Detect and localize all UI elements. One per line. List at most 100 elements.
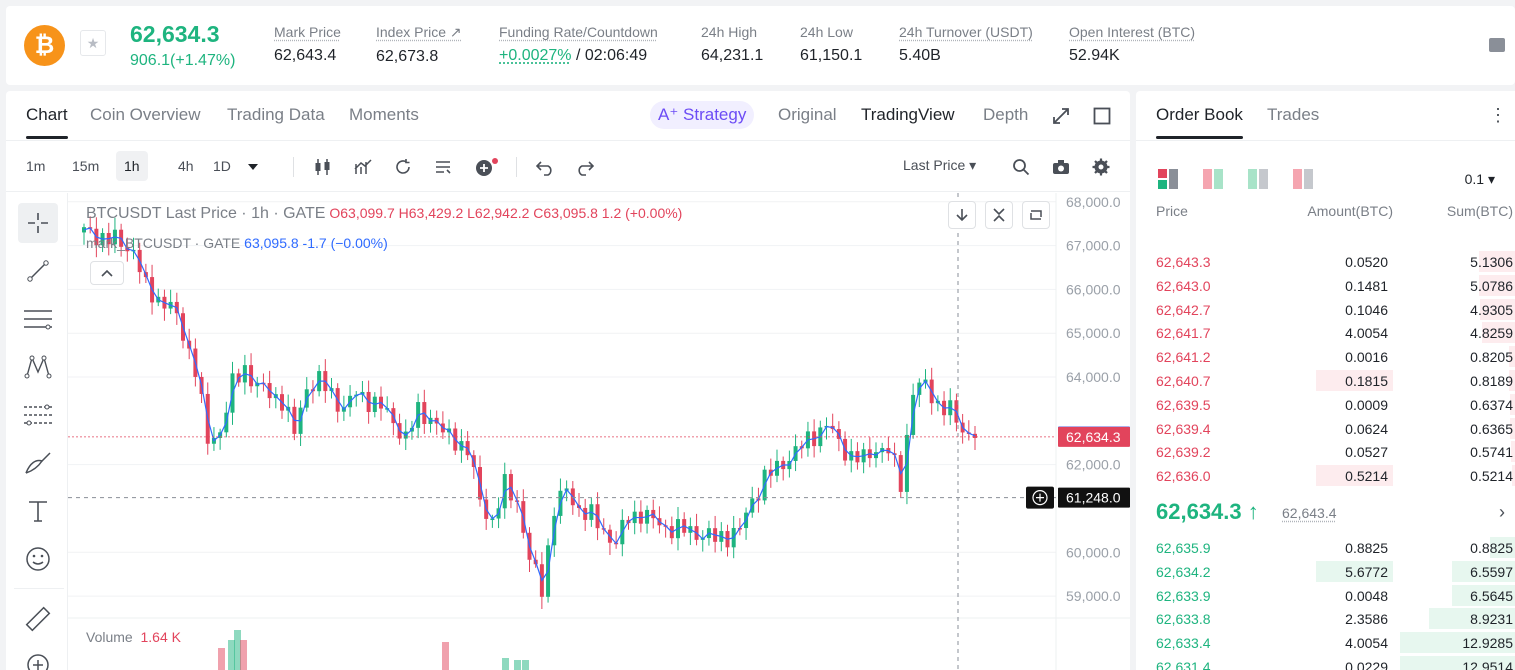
- row-sum: 0.5214: [1470, 468, 1513, 485]
- tab-moments[interactable]: Moments: [349, 105, 419, 124]
- view-original[interactable]: Original: [778, 105, 837, 124]
- strategy-button[interactable]: A⁺ Strategy: [650, 101, 755, 129]
- stat-label[interactable]: Open Interest (BTC): [1069, 24, 1196, 40]
- row-price[interactable]: 62,641.2: [1156, 349, 1211, 366]
- stat-label[interactable]: 24h Turnover (USDT): [899, 24, 1033, 40]
- stat-value: 62,643.4: [274, 47, 337, 64]
- stat-label[interactable]: Index Price ↗: [376, 24, 462, 40]
- fib-retracement-icon[interactable]: [18, 395, 58, 435]
- timeframe-1h[interactable]: 1h: [116, 151, 148, 181]
- undo-icon[interactable]: [536, 160, 554, 176]
- view-both-icon[interactable]: [1158, 169, 1178, 189]
- order-book-row[interactable]: 62,642.7 0.1046 4.9305: [1136, 298, 1515, 322]
- camera-icon[interactable]: [1052, 158, 1070, 176]
- collapse-legend-button[interactable]: [90, 261, 124, 285]
- row-price[interactable]: 62,639.2: [1156, 444, 1211, 461]
- scroll-to-latest-button[interactable]: [948, 201, 976, 229]
- row-price[interactable]: 62,643.0: [1156, 277, 1211, 294]
- tab-order-book[interactable]: Order Book: [1156, 105, 1243, 139]
- template-icon[interactable]: [434, 158, 452, 176]
- view-asks-icon[interactable]: [1293, 169, 1313, 189]
- favorite-star-icon[interactable]: ★: [80, 30, 106, 56]
- row-price[interactable]: 62,639.5: [1156, 396, 1211, 413]
- timeframe-1m[interactable]: 1m: [26, 158, 46, 174]
- more-options-icon[interactable]: ⋮: [1489, 105, 1507, 125]
- auto-scale-button[interactable]: [985, 201, 1013, 229]
- tab-chart[interactable]: Chart: [26, 105, 68, 139]
- order-book-row[interactable]: 62,631.4 0.0229 12.9514: [1136, 655, 1515, 670]
- timeframe-15m[interactable]: 15m: [72, 158, 100, 174]
- fullscreen-icon[interactable]: [1052, 107, 1070, 125]
- row-sum: 0.8189: [1470, 373, 1513, 389]
- order-book-row[interactable]: 62,639.5 0.0009 0.6374: [1136, 393, 1515, 417]
- view-depth[interactable]: Depth: [983, 105, 1029, 124]
- stat-label[interactable]: Funding Rate/Countdown: [499, 24, 658, 40]
- row-price[interactable]: 62,639.4: [1156, 420, 1211, 437]
- text-tool-icon[interactable]: [18, 491, 58, 531]
- ruler-icon[interactable]: [18, 599, 58, 639]
- order-book-row[interactable]: 62,633.9 0.0048 6.5645: [1136, 584, 1515, 608]
- order-book-row[interactable]: 62,640.7 0.1815 0.8189: [1136, 369, 1515, 393]
- order-book-row[interactable]: 62,635.9 0.8825 0.8825: [1136, 536, 1515, 560]
- order-book-row[interactable]: 62,643.3 0.0520 5.1306: [1136, 250, 1515, 274]
- chevron-right-icon[interactable]: ›: [1499, 502, 1505, 522]
- book-icon[interactable]: [1489, 38, 1505, 52]
- brush-icon[interactable]: [18, 443, 58, 483]
- row-price[interactable]: 62,633.9: [1156, 587, 1211, 604]
- order-book-row[interactable]: 62,641.2 0.0016 0.8205: [1136, 345, 1515, 369]
- reset-chart-button[interactable]: [1022, 201, 1050, 229]
- order-book-row[interactable]: 62,639.2 0.0527 0.5741: [1136, 440, 1515, 464]
- emoji-icon[interactable]: [18, 539, 58, 579]
- view-bids-icon[interactable]: [1248, 169, 1268, 189]
- stat-value: 64,231.1: [701, 47, 764, 64]
- tab-coin-overview[interactable]: Coin Overview: [90, 105, 201, 124]
- view-tradingview[interactable]: TradingView: [861, 105, 955, 124]
- search-icon[interactable]: [1012, 158, 1030, 176]
- price-chart[interactable]: 68,000.0 67,000.0 66,000.0 65,000.0 64,000.0…: [68, 193, 1130, 670]
- timeframe-dropdown-icon[interactable]: [247, 162, 259, 172]
- timeframe-4h[interactable]: 4h: [178, 158, 194, 174]
- pattern-icon[interactable]: [18, 347, 58, 387]
- chart-canvas[interactable]: 68,000.0 67,000.0 66,000.0 65,000.0 64,000.0…: [68, 193, 1130, 670]
- order-book-row[interactable]: 62,641.7 4.0054 4.8259: [1136, 321, 1515, 345]
- tab-trades[interactable]: Trades: [1267, 105, 1320, 124]
- tab-trading-data[interactable]: Trading Data: [227, 105, 325, 124]
- market-header: ₿ ★ 62,634.3 906.1(+1.47%) Mark Price 62…: [6, 6, 1515, 85]
- zoom-in-icon[interactable]: [18, 645, 58, 670]
- row-price[interactable]: 62,633.8: [1156, 611, 1211, 628]
- order-book-tabs: Order Book Trades ⋮: [1136, 91, 1515, 141]
- timeframe-1d[interactable]: 1D: [213, 158, 231, 174]
- row-price[interactable]: 62,635.9: [1156, 540, 1211, 556]
- refresh-icon[interactable]: [394, 158, 412, 176]
- order-book-panel: Order Book Trades ⋮ 0.1 ▾ Price Amount(B…: [1136, 91, 1515, 670]
- order-book-row[interactable]: 62,633.8 2.3586 8.9231: [1136, 607, 1515, 631]
- row-price[interactable]: 62,633.4: [1156, 635, 1211, 652]
- crosshair-icon[interactable]: [18, 203, 58, 243]
- window-icon[interactable]: [1093, 107, 1111, 125]
- order-book-row[interactable]: 62,636.0 0.5214 0.5214: [1136, 464, 1515, 488]
- row-amount: 0.8825: [1345, 540, 1388, 556]
- row-price[interactable]: 62,643.3: [1156, 254, 1211, 270]
- row-price[interactable]: 62,642.7: [1156, 301, 1211, 318]
- order-book-row[interactable]: 62,633.4 4.0054 12.9285: [1136, 631, 1515, 655]
- stat-label[interactable]: Mark Price: [274, 24, 341, 40]
- candlestick-type-icon[interactable]: [314, 158, 332, 176]
- order-book-row[interactable]: 62,639.4 0.0624 0.6365: [1136, 417, 1515, 441]
- price-source-select[interactable]: Last Price ▾: [903, 157, 977, 173]
- horizontal-lines-icon[interactable]: [18, 299, 58, 339]
- view-split-icon[interactable]: [1203, 169, 1223, 189]
- row-sum: 0.6365: [1470, 420, 1513, 437]
- order-book-row[interactable]: 62,634.2 5.6772 6.5597: [1136, 560, 1515, 584]
- row-price[interactable]: 62,640.7: [1156, 373, 1211, 389]
- row-price[interactable]: 62,641.7: [1156, 325, 1211, 342]
- row-price[interactable]: 62,634.2: [1156, 563, 1211, 580]
- add-indicator-icon[interactable]: [474, 156, 500, 178]
- row-price[interactable]: 62,636.0: [1156, 468, 1211, 485]
- order-book-row[interactable]: 62,643.0 0.1481 5.0786: [1136, 274, 1515, 298]
- redo-icon[interactable]: [576, 160, 594, 176]
- indicators-icon[interactable]: [354, 158, 372, 176]
- trend-line-icon[interactable]: [18, 251, 58, 291]
- row-price[interactable]: 62,631.4: [1156, 659, 1211, 670]
- gear-icon[interactable]: [1092, 158, 1110, 176]
- precision-select[interactable]: 0.1 ▾: [1464, 171, 1495, 187]
